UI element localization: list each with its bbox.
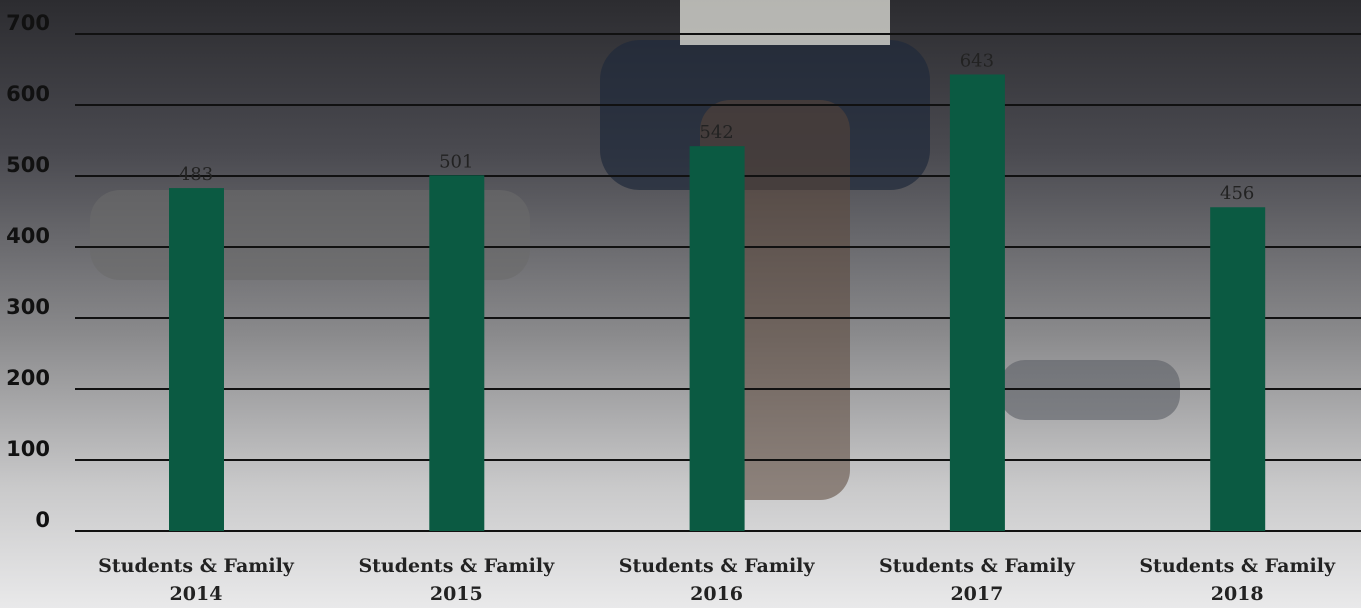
bar [950,74,1005,531]
y-tick-label: 700 [6,11,50,35]
bar [1210,207,1265,531]
chart: 0 100 200 300 400 500 600 700 483 501 542 643 456 [0,0,1361,608]
x-tick-label: Students & Family 2016 [597,552,837,608]
value-label: 542 [699,122,733,143]
bar [169,188,224,531]
value-label: 643 [960,50,994,71]
x-tick-label: Students & Family 2014 [76,552,316,608]
y-tick-label: 400 [6,224,50,248]
x-tick-label: Students & Family 2018 [1117,552,1357,608]
value-label: 456 [1220,183,1254,204]
y-tick-label: 100 [6,437,50,461]
bar [429,175,484,531]
y-tick-label: 0 [35,508,50,532]
y-tick-label: 200 [6,366,50,390]
value-label: 483 [179,164,213,185]
value-label: 501 [439,151,473,172]
x-tick-label: Students & Family 2015 [336,552,576,608]
y-tick-label: 600 [6,82,50,106]
y-tick-label: 500 [6,153,50,177]
bar [690,146,745,531]
x-tick-label: Students & Family 2017 [857,552,1097,608]
y-tick-label: 300 [6,295,50,319]
page: 0100200300400500600700483501542643456 ((… [0,0,1361,608]
